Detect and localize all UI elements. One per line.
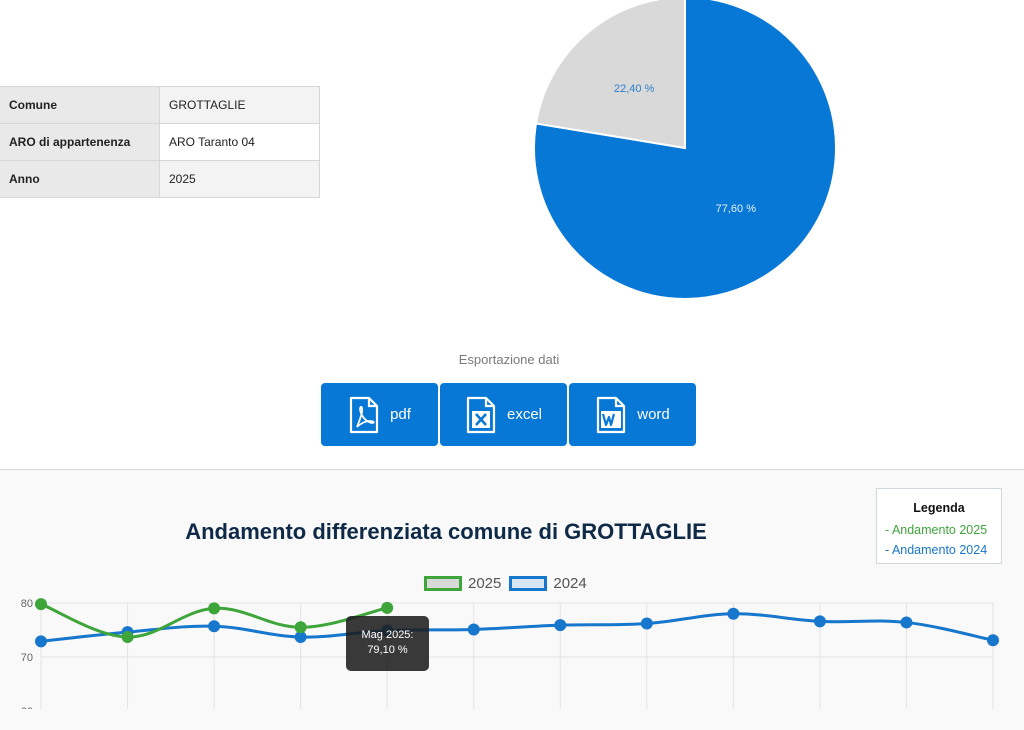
export-word-button[interactable]: word: [569, 383, 696, 446]
export-word-label: word: [637, 406, 670, 423]
value-comune: GROTTAGLIE: [159, 86, 320, 124]
value-aro: ARO Taranto 04: [159, 123, 320, 161]
excel-file-icon: [465, 396, 497, 434]
value-anno: 2025: [159, 160, 320, 198]
chart-title: Andamento differenziata comune di GROTTA…: [185, 519, 707, 544]
table-row: Comune GROTTAGLIE: [0, 86, 320, 124]
export-pdf-button[interactable]: pdf: [321, 383, 438, 446]
export-buttons: pdf excel word: [321, 383, 696, 446]
export-excel-label: excel: [506, 406, 543, 423]
label-anno: Anno: [0, 160, 160, 198]
series-legend: 2025 2024: [424, 575, 595, 592]
info-table: Comune GROTTAGLIE ARO di appartenenza AR…: [0, 86, 320, 198]
pie-chart: 77,60 % 22,40 %: [533, 0, 837, 300]
legend-title: Legenda: [913, 501, 965, 515]
series-toggle-2024[interactable]: 2024: [509, 575, 587, 592]
export-label: Esportazione dati: [458, 352, 560, 367]
table-row: Anno 2025: [0, 160, 320, 198]
chart-tooltip: Mag 2025: 79,10 %: [346, 616, 429, 671]
series-label-2024: 2024: [553, 575, 587, 592]
word-file-icon: [595, 396, 627, 434]
legend-box: Legenda - Andamento 2025 - Andamento 202…: [876, 488, 1002, 564]
pie-slice-label: 22,40 %: [614, 83, 655, 95]
pdf-file-icon: [348, 396, 380, 434]
pie-slice-label: 77,60 %: [716, 203, 757, 215]
tooltip-line2: 79,10 %: [367, 644, 408, 656]
label-aro: ARO di appartenenza: [0, 123, 160, 161]
series-swatch-2025: [424, 576, 462, 591]
series-toggle-2025[interactable]: 2025: [424, 575, 501, 592]
series-label-2025: 2025: [468, 575, 502, 592]
series-swatch-2024: [509, 576, 548, 591]
chart-panel: [0, 469, 1024, 730]
pie-slice[interactable]: [534, 0, 686, 150]
label-comune: Comune: [0, 86, 160, 124]
table-row: ARO di appartenenza ARO Taranto 04: [0, 123, 320, 161]
legend-item-2025: - Andamento 2025: [885, 523, 988, 537]
export-excel-button[interactable]: excel: [440, 383, 567, 446]
legend-item-2024: - Andamento 2024: [885, 543, 988, 557]
pie-slice[interactable]: [533, 0, 837, 300]
export-pdf-label: pdf: [390, 406, 411, 423]
tooltip-line1: Mag 2025:: [361, 629, 414, 641]
